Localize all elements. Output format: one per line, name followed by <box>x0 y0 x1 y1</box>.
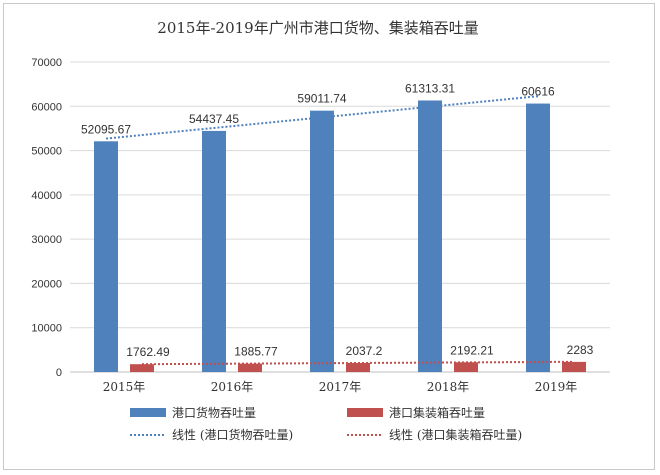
y-tick-label: 0 <box>56 367 62 379</box>
legend-container-trend: 线性 (港口集装箱吞吐量) <box>347 427 522 442</box>
legend-container: 港口集装箱吞吐量 <box>347 405 485 420</box>
x-axis-ticks: 2015年 2016年 2017年 2018年 2019年 <box>103 380 578 394</box>
legend-swatch <box>347 408 383 417</box>
cargo-bar <box>202 130 226 372</box>
x-tick-label: 2017年 <box>319 380 362 394</box>
cargo-trendline <box>105 95 539 140</box>
x-tick-label: 2018年 <box>427 380 470 394</box>
cargo-bar <box>310 110 334 372</box>
data-label: 2192.21 <box>450 343 494 357</box>
cargo-bar <box>418 100 442 372</box>
data-label: 54437.45 <box>189 112 239 126</box>
container-bar <box>454 362 478 372</box>
data-label: 60616 <box>521 85 555 99</box>
cargo-bar <box>526 103 550 373</box>
data-label: 2283 <box>567 343 594 357</box>
legend-label: 港口货物吞吐量 <box>172 405 256 420</box>
data-label: 61313.31 <box>405 81 455 95</box>
data-label: 59011.74 <box>297 92 346 106</box>
container-bar <box>130 364 154 372</box>
data-label: 52095.67 <box>81 122 131 136</box>
y-tick-label: 50000 <box>31 146 62 158</box>
container-trendline <box>141 360 575 366</box>
chart-title: 2015年-2019年广州市港口货物、集装箱吞吐量 <box>157 19 478 37</box>
trendlines <box>105 95 575 366</box>
y-tick-label: 60000 <box>31 101 62 113</box>
legend-label: 港口集装箱吞吐量 <box>389 405 485 420</box>
y-tick-label: 70000 <box>31 57 62 69</box>
legend-label: 线性 (港口集装箱吞吐量) <box>389 427 522 442</box>
container-bar <box>346 362 370 372</box>
x-tick-label: 2016年 <box>211 380 254 394</box>
legend-swatch <box>130 408 166 417</box>
cargo-bar <box>94 141 118 372</box>
data-label: 2037.2 <box>346 344 383 358</box>
data-label: 1885.77 <box>234 345 278 359</box>
data-labels: 52095.67 1762.49 54437.45 1885.77 59011.74 20… <box>81 81 594 359</box>
bars <box>94 100 586 373</box>
legend-cargo: 港口货物吞吐量 <box>130 405 256 420</box>
legend-label: 线性 (港口货物吞吐量) <box>172 427 293 442</box>
x-tick-label: 2015年 <box>103 380 146 394</box>
y-tick-label: 30000 <box>31 234 62 246</box>
legend-cargo-trend: 线性 (港口货物吞吐量) <box>130 427 293 442</box>
gridlines <box>70 61 610 373</box>
y-tick-label: 40000 <box>31 190 62 202</box>
container-bar <box>562 361 586 372</box>
y-tick-label: 20000 <box>31 278 62 290</box>
y-axis-ticks: 0 10000 20000 30000 40000 50000 60000 70000 <box>31 57 62 379</box>
y-tick-label: 10000 <box>31 323 62 335</box>
container-bar <box>238 363 262 372</box>
x-tick-label: 2019年 <box>535 380 578 394</box>
data-label: 1762.49 <box>126 345 170 359</box>
